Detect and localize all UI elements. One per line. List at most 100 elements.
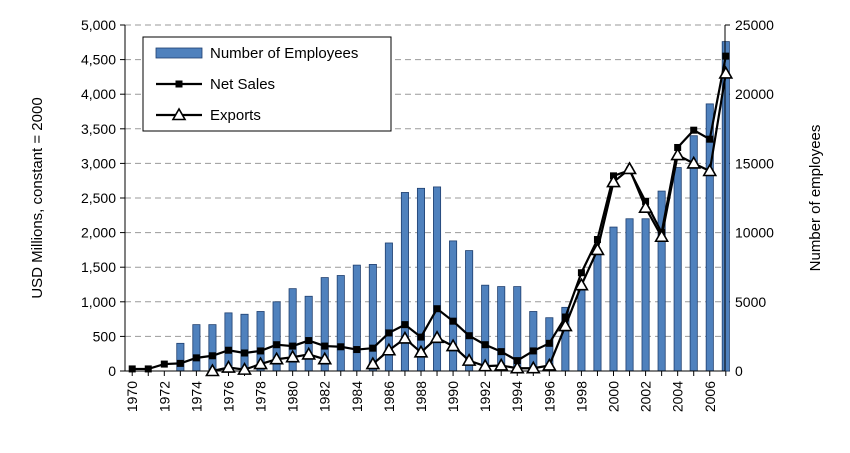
x-tick-label: 2000 bbox=[606, 381, 622, 412]
net-sales-point bbox=[385, 329, 393, 337]
x-tick-label: 1992 bbox=[477, 381, 493, 412]
y-tick-label: 2,500 bbox=[81, 190, 116, 206]
bar-employees bbox=[416, 187, 425, 372]
y-axis-title: USD Millions, constant = 2000 bbox=[29, 97, 46, 298]
exports-point bbox=[445, 338, 461, 352]
net-sales-point bbox=[433, 305, 441, 313]
bar-employees bbox=[449, 240, 458, 372]
net-sales-point bbox=[257, 347, 265, 355]
exports-point bbox=[590, 242, 605, 256]
bar-employees bbox=[368, 264, 377, 372]
bar-employees bbox=[352, 264, 361, 372]
x-tick-label: 1974 bbox=[188, 381, 204, 412]
net-sales-point bbox=[369, 344, 377, 352]
exports-point bbox=[509, 360, 525, 374]
net-sales-point bbox=[417, 333, 425, 341]
net-sales-point bbox=[690, 126, 698, 134]
y-tick-label: 500 bbox=[93, 328, 117, 344]
exports-point bbox=[269, 351, 284, 365]
net-sales-point bbox=[449, 317, 457, 325]
bar-employees bbox=[705, 103, 714, 372]
x-tick-label: 1994 bbox=[509, 381, 525, 412]
exports-point bbox=[413, 344, 429, 358]
net-sales-point bbox=[722, 52, 730, 60]
y2-axis-title: Number of employees bbox=[807, 125, 824, 272]
exports-point bbox=[253, 356, 268, 370]
net-sales-point bbox=[176, 359, 184, 367]
net-sales-point bbox=[208, 352, 216, 360]
net-sales-point bbox=[545, 339, 553, 347]
exports-point bbox=[205, 363, 220, 377]
x-tick-label: 1978 bbox=[253, 381, 269, 412]
y-tick-label: 1,000 bbox=[81, 294, 116, 310]
net-sales-point bbox=[529, 347, 537, 355]
bar-employees bbox=[577, 287, 586, 372]
x-tick-label: 1988 bbox=[413, 381, 429, 412]
net-sales-point bbox=[401, 321, 409, 329]
y-tick-label: 5,000 bbox=[81, 17, 116, 33]
bar-employees bbox=[192, 324, 201, 372]
exports-point bbox=[317, 351, 333, 365]
exports-point bbox=[718, 65, 734, 79]
legend-label: Net Sales bbox=[210, 76, 275, 93]
exports-point bbox=[686, 155, 702, 169]
bar-employees bbox=[465, 250, 474, 372]
y-tick-label: 1,500 bbox=[81, 259, 116, 275]
bar-employees bbox=[433, 186, 442, 372]
net-sales-point bbox=[192, 354, 200, 362]
legend-label: Number of Employees bbox=[210, 45, 358, 62]
exports-point bbox=[606, 174, 621, 188]
y2-tick-label: 15000 bbox=[735, 155, 774, 171]
y2-tick-label: 10000 bbox=[735, 225, 774, 241]
net-sales-point bbox=[353, 346, 361, 354]
exports-point bbox=[397, 330, 413, 344]
exports-point bbox=[557, 318, 573, 332]
net-sales-point bbox=[224, 346, 232, 354]
net-sales-point bbox=[289, 342, 297, 350]
bar-employees bbox=[689, 135, 698, 372]
exports-point bbox=[237, 362, 252, 375]
legend: Number of Employees Net Sales Exports bbox=[142, 36, 392, 132]
y-tick-label: 4,000 bbox=[81, 86, 116, 102]
x-tick-label: 2006 bbox=[702, 381, 718, 412]
exports-point bbox=[461, 353, 477, 366]
exports-point bbox=[574, 277, 589, 291]
net-sales-point bbox=[465, 332, 473, 340]
exports-point bbox=[301, 346, 317, 360]
bar-employees bbox=[400, 192, 409, 372]
x-tick-label: 1986 bbox=[381, 381, 397, 412]
x-tick-label: 1984 bbox=[349, 381, 365, 412]
exports-point bbox=[429, 330, 445, 344]
y-tick-label: 3,500 bbox=[81, 121, 116, 137]
x-tick-label: 1976 bbox=[220, 381, 236, 412]
net-sales-point bbox=[481, 341, 489, 349]
y2-tick-label: 5000 bbox=[735, 294, 766, 310]
net-sales-point bbox=[337, 343, 345, 351]
legend-marker-exports bbox=[171, 107, 187, 121]
bar-employees bbox=[304, 295, 313, 372]
exports-point bbox=[541, 357, 557, 371]
y2-tick-label: 0 bbox=[735, 363, 743, 379]
bar-employees bbox=[481, 284, 490, 372]
bar-employees bbox=[593, 252, 602, 372]
bar-employees bbox=[609, 226, 618, 372]
x-tick-label: 1998 bbox=[573, 381, 589, 412]
x-tick-label: 1970 bbox=[124, 381, 140, 412]
exports-point bbox=[525, 360, 541, 374]
legend-swatch-employees bbox=[155, 47, 203, 59]
bar-employees bbox=[641, 218, 650, 372]
legend-marker-net-sales bbox=[175, 80, 183, 88]
net-sales-point bbox=[128, 365, 136, 373]
net-sales-point bbox=[593, 236, 601, 244]
exports-point bbox=[702, 163, 718, 177]
exports-point bbox=[654, 229, 670, 243]
x-tick-label: 1980 bbox=[285, 381, 301, 412]
exports-point bbox=[381, 342, 397, 356]
net-sales-point bbox=[160, 360, 168, 368]
exports-point bbox=[365, 356, 381, 370]
net-sales-point bbox=[305, 337, 313, 345]
net-sales-point bbox=[144, 365, 152, 373]
net-sales-point bbox=[706, 135, 714, 143]
exports-point bbox=[638, 200, 653, 213]
